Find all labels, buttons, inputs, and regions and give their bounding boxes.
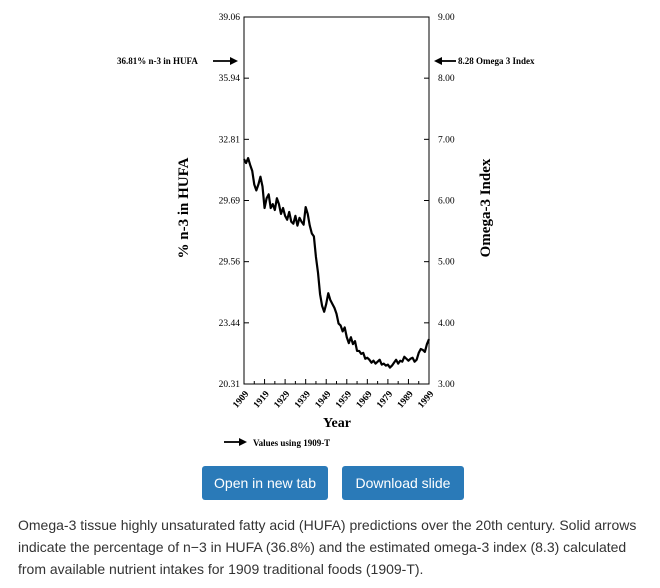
y-tick-label: 23.44 [219, 319, 241, 329]
x-tick-label: 1979 [375, 389, 395, 410]
y2-tick-label: 3.00 [438, 380, 455, 390]
left-axis-ticks: 20.31 23.44 29.56 29.69 32.81 35.94 39.06 [219, 13, 249, 390]
plot-frame [243, 16, 430, 385]
x-tick-label: 1929 [273, 389, 293, 410]
y2-tick-label: 8.00 [438, 74, 455, 84]
x-tick-label: 1959 [334, 389, 354, 410]
y-tick-label: 29.56 [219, 258, 241, 268]
y-axis-title: % n-3 in HUFA [176, 157, 192, 258]
x-tick-label: 1909 [231, 389, 251, 410]
x-tick-label: 1989 [396, 389, 416, 410]
y2-tick-label: 4.00 [438, 319, 455, 329]
hufa-chart: 20.31 23.44 29.56 29.69 32.81 35.94 39.06 3.00… [117, 13, 535, 448]
y2-tick-label: 9.00 [438, 13, 455, 23]
x-tick-label: 1949 [314, 389, 334, 410]
y-tick-label: 32.81 [219, 135, 241, 145]
right-arrow-head [434, 57, 442, 65]
y-tick-label: 35.94 [219, 74, 241, 84]
y-tick-label: 29.69 [219, 197, 241, 207]
hufa-series-line [243, 157, 431, 369]
y2-axis-title: Omega-3 Index [478, 158, 494, 257]
x-axis-title: Year [323, 416, 351, 431]
y-tick-label: 20.31 [219, 380, 241, 390]
figure-caption: Omega-3 tissue highly unsaturated fatty … [18, 517, 637, 577]
download-slide-button[interactable]: Download slide [342, 466, 464, 500]
left-arrow-label: 36.81% n-3 in HUFA [117, 56, 198, 66]
x-tick-label: 1939 [293, 389, 313, 410]
y-tick-label: 39.06 [219, 13, 241, 23]
y2-tick-label: 7.00 [438, 135, 455, 145]
right-axis-ticks: 3.00 4.00 5.00 6.00 7.00 8.00 9.00 [424, 13, 455, 390]
legend-label: Values using 1909-T [253, 438, 330, 448]
open-in-new-tab-button[interactable]: Open in new tab [202, 466, 328, 500]
x-tick-label: 1999 [416, 389, 436, 410]
legend-arrow-head [239, 438, 247, 446]
x-tick-label: 1919 [252, 389, 272, 410]
y2-tick-label: 5.00 [438, 258, 455, 268]
right-arrow-label: 8.28 Omega 3 Index [458, 56, 535, 66]
x-tick-label: 1969 [355, 389, 375, 410]
y2-tick-label: 6.00 [438, 197, 455, 207]
left-arrow-head [230, 57, 238, 65]
